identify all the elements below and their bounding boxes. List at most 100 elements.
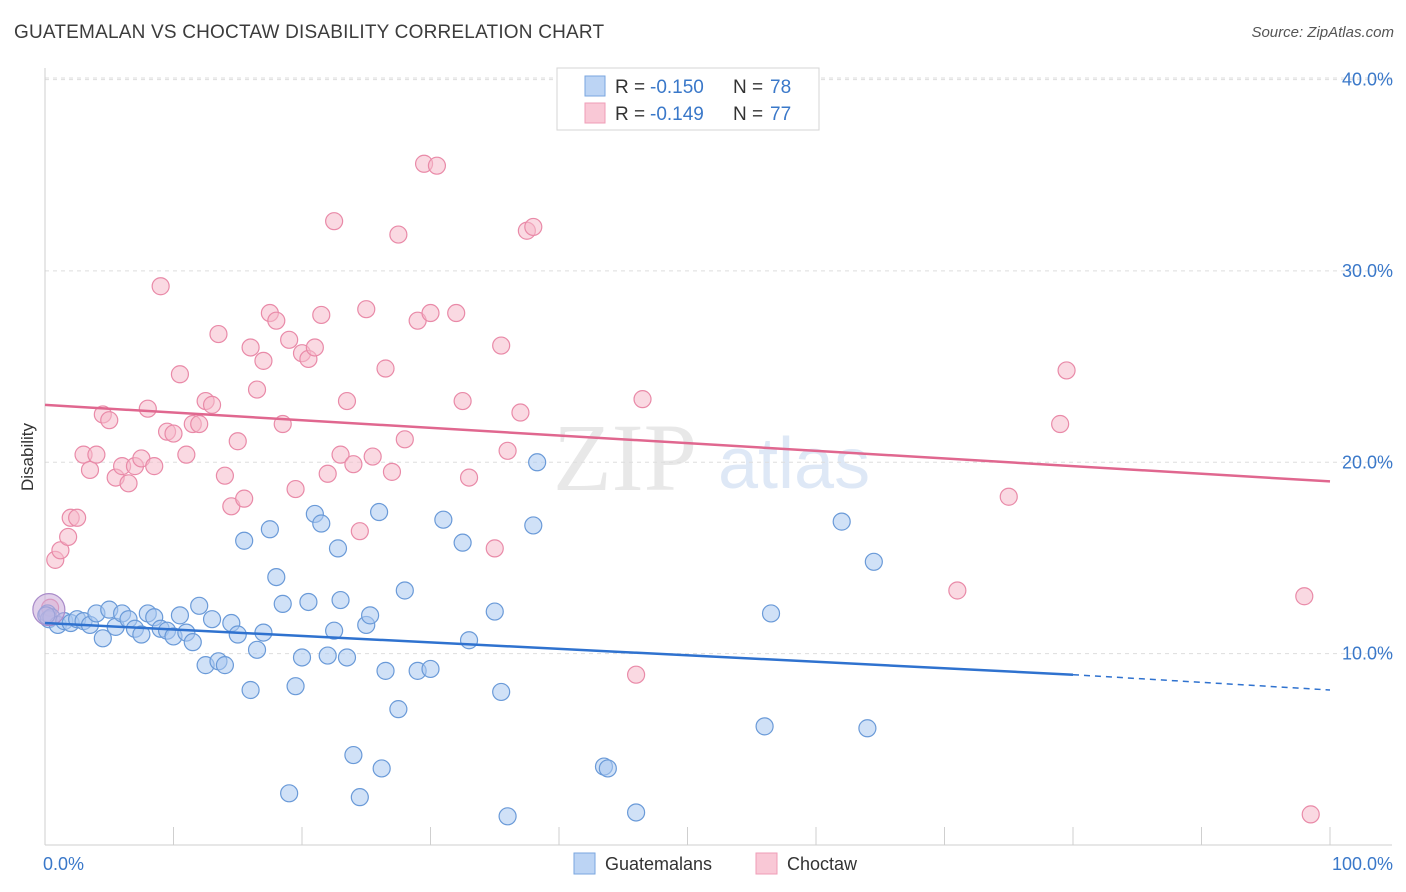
choctaw-point-5 bbox=[68, 508, 87, 527]
choctaw-point-43 bbox=[312, 305, 331, 325]
guatemalans-point-44 bbox=[312, 514, 331, 533]
guatemalans-point-71 bbox=[626, 803, 646, 822]
gridlines bbox=[45, 77, 1392, 655]
legend-swatch-blue bbox=[584, 75, 606, 97]
y-axis-title: Disability bbox=[18, 422, 37, 491]
choctaw-point-75 bbox=[1295, 587, 1314, 606]
choctaw-trend-line bbox=[44, 403, 1331, 483]
choctaw-point-59 bbox=[427, 156, 447, 175]
guatemalans-point-64 bbox=[485, 602, 504, 621]
choctaw-point-39 bbox=[286, 479, 305, 499]
guatemalans-point-40 bbox=[286, 677, 305, 696]
x-tick-label-start: 0.0% bbox=[43, 854, 84, 874]
guatemalans-point-22 bbox=[170, 606, 190, 625]
choctaw-point-58 bbox=[421, 303, 440, 323]
guatemalans-point-32 bbox=[235, 531, 254, 550]
choctaw-point-31 bbox=[235, 489, 254, 508]
choctaw-point-55 bbox=[395, 430, 414, 449]
correlation-legend: R = -0.150 N = 78 R = -0.149 N = 77 bbox=[556, 67, 820, 131]
guatemalans-point-45 bbox=[318, 646, 337, 665]
guatemalans-point-34 bbox=[247, 640, 267, 659]
choctaw-point-46 bbox=[331, 445, 350, 464]
guatemalans-point-62 bbox=[453, 533, 472, 552]
guatemalans-point-39 bbox=[280, 784, 299, 803]
y-tick-label-20: 20.0% bbox=[1342, 452, 1393, 472]
choctaw-point-60 bbox=[447, 303, 466, 323]
choctaw-point-76 bbox=[1301, 805, 1320, 824]
guatemalans-point-31 bbox=[228, 625, 247, 644]
choctaw-point-69 bbox=[626, 665, 646, 684]
source-label: Source: ZipAtlas.com bbox=[1251, 24, 1394, 41]
choctaw-point-30 bbox=[228, 432, 247, 451]
guatemalans-trend-line bbox=[44, 621, 1074, 676]
choctaw-point-54 bbox=[389, 225, 408, 244]
guatemalans-point-67 bbox=[524, 516, 543, 535]
legend-n-label-pink: N = bbox=[733, 104, 763, 125]
guatemalans-point-74 bbox=[832, 512, 851, 531]
choctaw-point-68 bbox=[524, 217, 543, 237]
bottom-legend-label-guatemalans: Guatemalans bbox=[605, 854, 712, 874]
choctaw-point-20 bbox=[164, 424, 183, 443]
choctaw-point-65 bbox=[498, 441, 517, 460]
choctaw-point-42 bbox=[305, 338, 324, 357]
guatemalans-trend-extension bbox=[1072, 673, 1331, 691]
guatemalans-point-53 bbox=[361, 606, 380, 625]
bottom-legend-swatch-guatemalans bbox=[573, 852, 596, 875]
choctaw-point-44 bbox=[318, 464, 337, 483]
legend-r-value-pink: -0.149 bbox=[650, 104, 704, 125]
choctaw-point-47 bbox=[337, 391, 357, 411]
guatemalans-point-75 bbox=[858, 719, 877, 738]
y-tick-label-30: 30.0% bbox=[1342, 261, 1393, 281]
guatemalans-point-29 bbox=[215, 656, 234, 675]
legend-n-value-pink: 77 bbox=[770, 104, 791, 125]
series-choctaw-points bbox=[41, 154, 1320, 824]
choctaw-point-71 bbox=[948, 581, 967, 600]
guatemalans-point-51 bbox=[350, 788, 369, 807]
guatemalans-point-49 bbox=[337, 648, 357, 667]
choctaw-point-74 bbox=[1057, 361, 1076, 380]
guatemalans-point-76 bbox=[864, 552, 883, 571]
guatemalans-point-41 bbox=[292, 648, 312, 667]
choctaw-point-7 bbox=[80, 460, 100, 480]
choctaw-point-36 bbox=[267, 311, 286, 330]
guatemalans-point-60 bbox=[421, 659, 440, 679]
guatemalans-point-24 bbox=[183, 633, 202, 652]
watermark-zip: ZIP bbox=[553, 404, 697, 511]
guatemalans-point-56 bbox=[376, 661, 395, 680]
choctaw-point-62 bbox=[459, 468, 479, 487]
series-guatemalans-points bbox=[32, 453, 883, 826]
guatemalans-point-46 bbox=[325, 621, 344, 640]
tick-labels: 10.0% 20.0% 30.0% 40.0% 0.0% 100.0% bbox=[43, 70, 1393, 874]
choctaw-point-24 bbox=[190, 414, 209, 434]
watermark-atlas: atlas bbox=[718, 424, 870, 504]
guatemalans-point-55 bbox=[372, 759, 391, 778]
choctaw-point-52 bbox=[376, 359, 395, 378]
choctaw-point-73 bbox=[1051, 414, 1070, 434]
legend-r-label-pink: R = bbox=[615, 104, 645, 125]
choctaw-point-63 bbox=[485, 539, 504, 558]
axes bbox=[44, 68, 1392, 846]
guatemalans-point-63 bbox=[459, 631, 479, 650]
choctaw-point-72 bbox=[999, 487, 1018, 506]
choctaw-point-8 bbox=[87, 445, 106, 464]
guatemalans-point-73 bbox=[761, 604, 781, 623]
choctaw-point-2 bbox=[51, 541, 70, 560]
bottom-legend-swatch-choctaw bbox=[755, 852, 778, 875]
choctaw-point-13 bbox=[119, 474, 138, 493]
bottom-legend-label-choctaw: Choctaw bbox=[787, 854, 858, 874]
guatemalans-point-16 bbox=[132, 625, 151, 644]
choctaw-point-10 bbox=[100, 411, 119, 430]
guatemalans-point-10 bbox=[93, 629, 112, 648]
guatemalans-point-42 bbox=[299, 592, 318, 612]
guatemalans-point-25 bbox=[190, 596, 209, 615]
series-legend: Guatemalans Choctaw bbox=[573, 852, 858, 875]
guatemalans-point-61 bbox=[434, 510, 453, 529]
guatemalans-point-72 bbox=[755, 717, 774, 736]
choctaw-point-51 bbox=[363, 447, 382, 466]
guatemalans-point-54 bbox=[370, 502, 389, 522]
choctaw-point-53 bbox=[382, 462, 402, 481]
guatemalans-point-65 bbox=[492, 682, 511, 702]
guatemalans-point-38 bbox=[273, 594, 292, 613]
guatemalans-point-50 bbox=[344, 745, 363, 765]
